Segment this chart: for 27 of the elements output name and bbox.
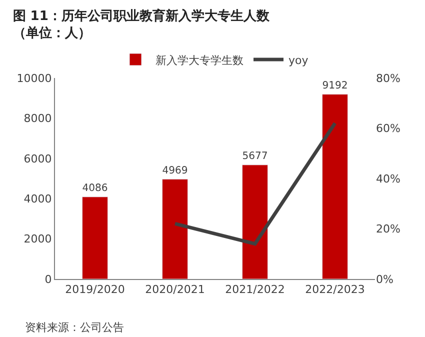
chart-title: 图 11：历年公司职业教育新入学大专生人数（单位：人） <box>12 8 270 42</box>
bar <box>242 164 268 279</box>
y-tick-label: 2000 <box>24 232 52 246</box>
x-tick-label: 2019/2020 <box>65 283 125 296</box>
y-tick-label: 4000 <box>24 192 52 206</box>
x-tick-label: 2022/2023 <box>305 283 365 296</box>
legend-label: 新入学大专学生数 <box>156 54 244 67</box>
y-tick-label: 8000 <box>24 112 52 126</box>
y2-tick-label: 20% <box>376 222 400 236</box>
text: 4086 <box>82 183 108 194</box>
x-tick-label: 2021/2022 <box>225 283 285 296</box>
y2-tick-label: 0% <box>376 272 394 286</box>
y-tick-label: 0 <box>44 272 52 286</box>
bar <box>162 178 188 279</box>
text: 5677 <box>242 151 268 162</box>
y2-tick-label: 60% <box>376 122 400 136</box>
y-tick-label: 6000 <box>24 152 52 166</box>
text: 资料来源：公司公告 <box>25 321 124 334</box>
legend-label: yoy <box>288 54 309 67</box>
bar <box>322 94 348 279</box>
bar <box>82 196 108 279</box>
y2-tick-label: 80% <box>376 72 400 85</box>
text: 9192 <box>322 80 348 92</box>
y-tick-label: 10000 <box>16 72 52 85</box>
x-tick-label: 2020/2021 <box>145 283 205 296</box>
text: 4969 <box>162 165 188 176</box>
y2-tick-label: 40% <box>376 172 400 186</box>
